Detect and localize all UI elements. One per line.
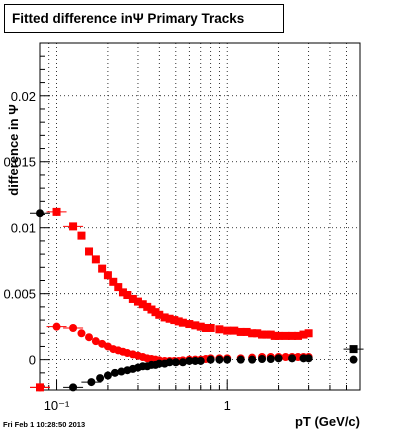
square-marker [77,231,86,240]
square-marker [223,326,232,335]
circle-marker [36,383,44,392]
circle-marker [274,354,283,363]
chart-title: Fitted difference inΨ Primary Tracks [4,4,284,33]
circle-marker [85,333,94,342]
circle-marker [196,356,205,365]
square-marker [138,300,147,309]
square-marker [155,310,164,319]
square-marker [174,317,183,326]
square-marker [281,331,290,340]
square-marker [123,291,132,300]
square-marker [258,330,267,339]
square-marker [128,294,137,303]
circle-marker [281,353,290,362]
square-marker [147,305,156,314]
square-marker [170,316,179,325]
square-marker [109,277,118,286]
square-marker [288,331,297,340]
circle-marker [223,355,232,364]
x-tick-label: 1 [224,398,231,413]
square-marker [133,297,142,306]
square-marker [201,323,210,332]
circle-marker [288,354,297,363]
data-points [30,207,364,392]
circle-marker [77,329,86,338]
circle-marker [236,355,245,364]
square-marker [85,247,94,256]
y-tick-label: 0.01 [11,221,36,236]
square-marker [274,331,283,340]
square-marker [294,331,303,340]
y-axis-label: difference in Ψ [6,104,21,195]
circle-marker [258,354,267,363]
circle-marker [103,371,112,380]
square-marker [118,288,127,297]
circle-marker [349,355,358,364]
circle-marker [36,209,44,218]
tick-labels: 0 0.005 0.01 0.015 0.02 10⁻¹ 1 [3,89,230,413]
square-marker [304,329,313,338]
square-marker [242,327,251,336]
square-marker [165,314,174,323]
square-marker [215,325,224,334]
circle-marker [91,337,100,346]
circle-marker [215,355,224,364]
circle-marker [191,356,200,365]
circle-marker [110,368,119,377]
circle-marker [87,378,96,387]
circle-marker [266,354,275,363]
x-axis-label: pT (GeV/c) [295,414,360,429]
square-marker [185,320,194,329]
square-marker [266,330,275,339]
timestamp-footer: Fri Feb 1 10:28:50 2013 [3,420,86,429]
circle-marker [206,355,215,364]
x-tick-label: 10⁻¹ [44,398,70,413]
square-marker [191,321,200,330]
square-marker [206,323,215,332]
square-marker [236,327,245,336]
square-marker [143,302,152,311]
square-marker [253,329,262,338]
circle-marker [178,358,187,367]
circle-marker [52,322,61,331]
square-marker [91,255,100,264]
y-tick-label: 0 [29,353,36,368]
square-marker [248,329,257,338]
circle-marker [69,323,78,332]
square-marker [52,207,61,216]
circle-marker [69,383,78,392]
square-marker [160,313,169,322]
square-marker [114,283,123,292]
y-tick-label: 0.015 [3,155,36,170]
circle-marker [304,354,313,363]
y-tick-label: 0.005 [3,287,36,302]
square-marker [69,222,78,231]
circle-marker [248,355,257,364]
square-marker [349,345,358,354]
square-marker [230,326,239,335]
square-marker [178,318,187,327]
circle-marker [171,358,180,367]
square-marker [299,330,308,339]
axis-ticks [39,55,361,390]
square-marker [103,271,112,280]
circle-marker [96,374,105,383]
square-marker [98,264,107,273]
y-tick-label: 0.02 [11,89,36,104]
circle-marker [165,358,174,367]
square-marker [262,330,271,339]
circle-marker [185,356,194,365]
square-marker [196,322,205,331]
